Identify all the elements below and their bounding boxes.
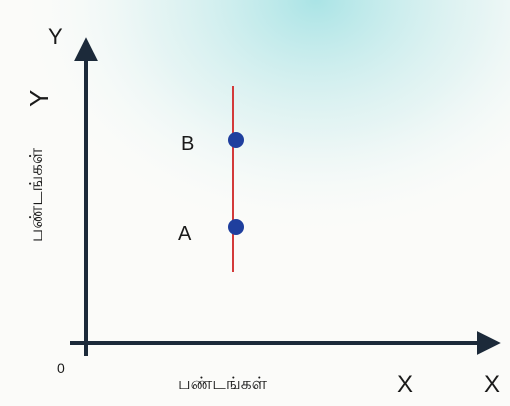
x-axis-letter: X	[397, 371, 413, 398]
y-axis-top-label: Y	[48, 24, 63, 49]
point-a	[228, 219, 244, 235]
y-axis-tamil-label: பண்டங்கள்	[26, 147, 46, 242]
point-b-label: B	[181, 133, 194, 155]
x-axis-end-label: X	[484, 371, 500, 398]
point-b	[228, 132, 244, 148]
origin-label: 0	[57, 360, 65, 376]
point-a-label: A	[178, 223, 192, 245]
y-axis-side-letter: Y	[24, 90, 54, 107]
x-axis-tamil-label: பண்டங்கள்	[178, 374, 268, 393]
